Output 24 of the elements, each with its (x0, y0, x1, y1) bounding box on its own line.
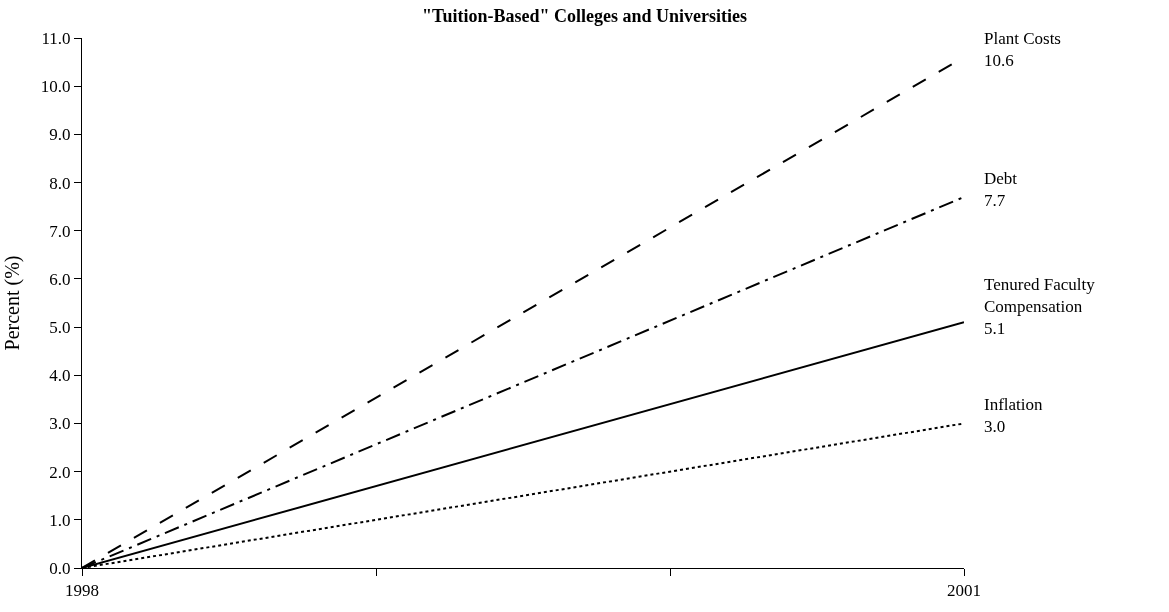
data-label: 3.0 (984, 417, 1006, 437)
series-label: Plant Costs (984, 29, 1061, 48)
data-label: 7.7 (984, 191, 1006, 211)
y-tick-label: 6.0 (49, 269, 71, 289)
y-tick-label: 9.0 (49, 125, 71, 145)
y-tick-label: 4.0 (49, 366, 71, 386)
y-tick-label: 2.0 (49, 462, 71, 482)
y-axis-title: Percent (%) (1, 255, 25, 351)
data-label: 5.1 (984, 319, 1006, 339)
y-tick-label: 5.0 (49, 318, 71, 338)
y-tick-label: 8.0 (49, 173, 71, 193)
y-tick-label: 10.0 (40, 77, 71, 97)
x-tick-label: 2001 (947, 581, 981, 601)
chart-title: "Tuition-Based" Colleges and Universities (422, 5, 747, 26)
y-tick-label: 7.0 (49, 221, 71, 241)
series-label: Tenured Faculty Compensation (984, 275, 1096, 317)
y-tick-label: 0.0 (49, 558, 71, 578)
x-tick-label: 1998 (65, 581, 99, 601)
y-tick-label: 3.0 (49, 414, 71, 434)
series-label: Inflation (984, 395, 1044, 414)
y-tick-label: 1.0 (49, 510, 71, 530)
y-tick-label: 11.0 (41, 28, 71, 48)
series-label: Debt (984, 169, 1018, 188)
data-label: 10.6 (984, 51, 1014, 71)
